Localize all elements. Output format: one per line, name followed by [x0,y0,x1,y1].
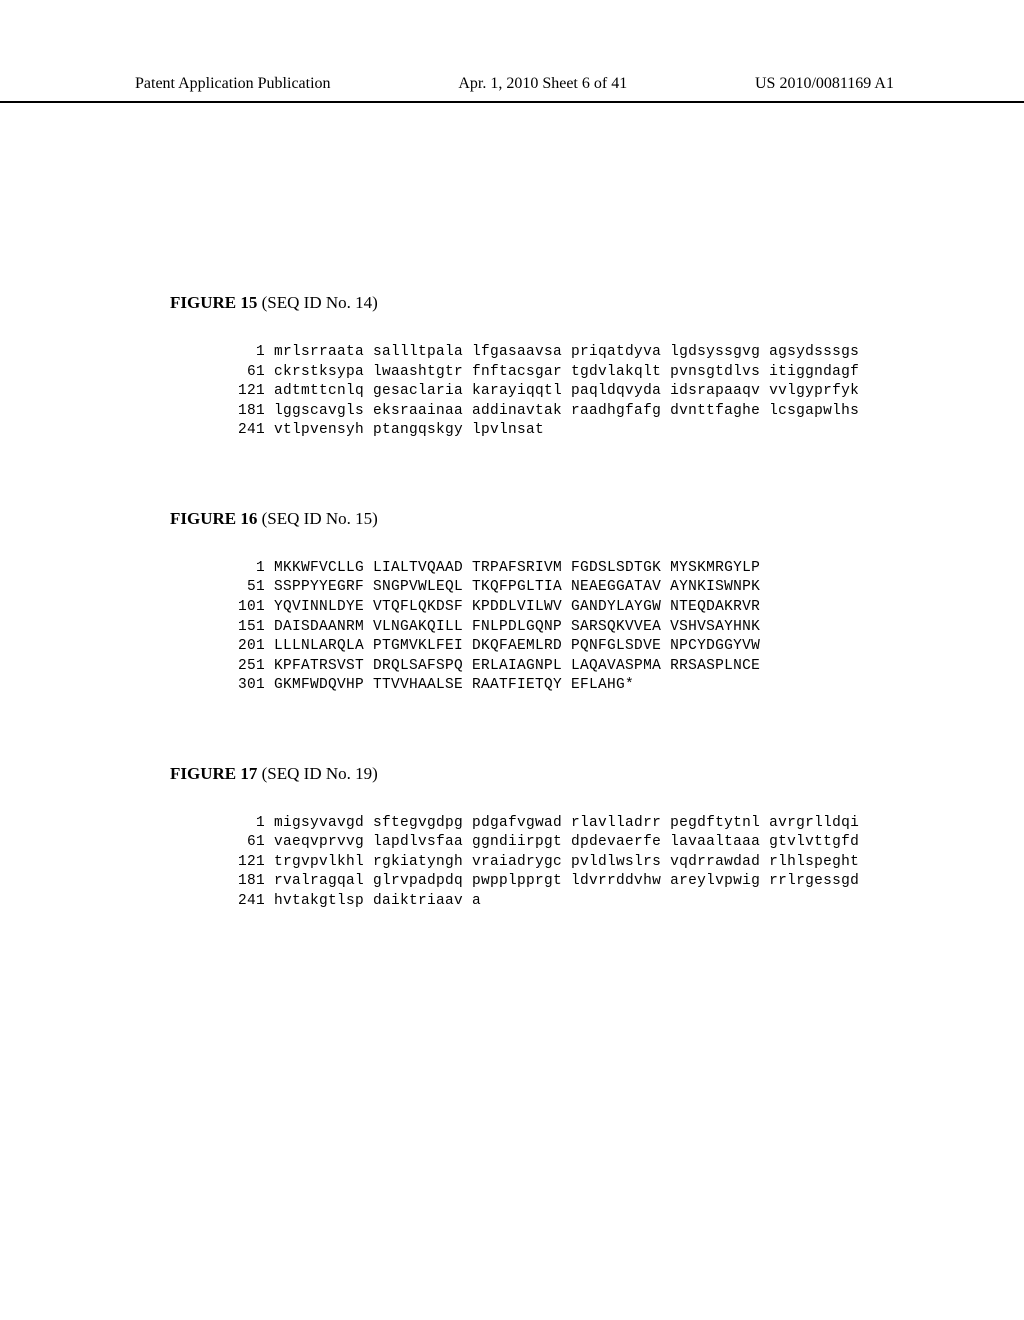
figure-15-sequence: 1 mrlsrraata sallltpala lfgasaavsa priqa… [170,343,889,441]
header-right: US 2010/0081169 A1 [755,75,894,93]
sequence-line: 1 MKKWFVCLLG LIALTVQAAD TRPAFSRIVM FGDSL… [238,559,889,579]
figure-15-section: FIGURE 15 (SEQ ID No. 14) 1 mrlsrraata s… [170,293,889,441]
header: Patent Application Publication Apr. 1, 2… [0,0,1024,103]
sequence-line: 201 LLLNLARQLA PTGMVKLFEI DKQFAEMLRD PQN… [238,637,889,657]
sequence-line: 181 rvalragqal glrvpadpdq pwpplpprgt ldv… [238,872,889,892]
sequence-line: 51 SSPPYYEGRF SNGPVWLEQL TKQFPGLTIA NEAE… [238,578,889,598]
sequence-line: 121 adtmttcnlq gesaclaria karayiqqtl paq… [238,382,889,402]
sequence-line: 61 vaeqvprvvg lapdlvsfaa ggndiirpgt dpde… [238,833,889,853]
figure-16-title-bold: FIGURE 16 [170,509,257,528]
sequence-line: 151 DAISDAANRM VLNGAKQILL FNLPDLGQNP SAR… [238,618,889,638]
sequence-line: 241 vtlpvensyh ptangqskgy lpvlnsat [238,421,889,441]
sequence-line: 61 ckrstksypa lwaashtgtr fnftacsgar tgdv… [238,363,889,383]
header-center: Apr. 1, 2010 Sheet 6 of 41 [458,75,627,93]
sequence-line: 251 KPFATRSVST DRQLSAFSPQ ERLAIAGNPL LAQ… [238,657,889,677]
figure-17-title: FIGURE 17 (SEQ ID No. 19) [170,764,889,784]
sequence-line: 241 hvtakgtlsp daiktriaav a [238,892,889,912]
figure-15-title: FIGURE 15 (SEQ ID No. 14) [170,293,889,313]
figure-17-sequence: 1 migsyvavgd sftegvgdpg pdgafvgwad rlavl… [170,814,889,912]
figure-15-title-bold: FIGURE 15 [170,293,257,312]
figure-16-title: FIGURE 16 (SEQ ID No. 15) [170,509,889,529]
sequence-line: 1 mrlsrraata sallltpala lfgasaavsa priqa… [238,343,889,363]
header-left: Patent Application Publication [135,75,331,93]
sequence-line: 121 trgvpvlkhl rgkiatyngh vraiadrygc pvl… [238,853,889,873]
sequence-line: 101 YQVINNLDYE VTQFLQKDSF KPDDLVILWV GAN… [238,598,889,618]
figure-15-title-rest: (SEQ ID No. 14) [257,293,377,312]
figure-16-section: FIGURE 16 (SEQ ID No. 15) 1 MKKWFVCLLG L… [170,509,889,696]
figure-16-title-rest: (SEQ ID No. 15) [257,509,377,528]
sequence-line: 1 migsyvavgd sftegvgdpg pdgafvgwad rlavl… [238,814,889,834]
figure-17-section: FIGURE 17 (SEQ ID No. 19) 1 migsyvavgd s… [170,764,889,912]
sequence-line: 181 lggscavgls eksraainaa addinavtak raa… [238,402,889,422]
figure-17-title-rest: (SEQ ID No. 19) [257,764,377,783]
sequence-line: 301 GKMFWDQVHP TTVVHAALSE RAATFIETQY EFL… [238,676,889,696]
figure-16-sequence: 1 MKKWFVCLLG LIALTVQAAD TRPAFSRIVM FGDSL… [170,559,889,696]
content: FIGURE 15 (SEQ ID No. 14) 1 mrlsrraata s… [0,103,1024,912]
figure-17-title-bold: FIGURE 17 [170,764,257,783]
